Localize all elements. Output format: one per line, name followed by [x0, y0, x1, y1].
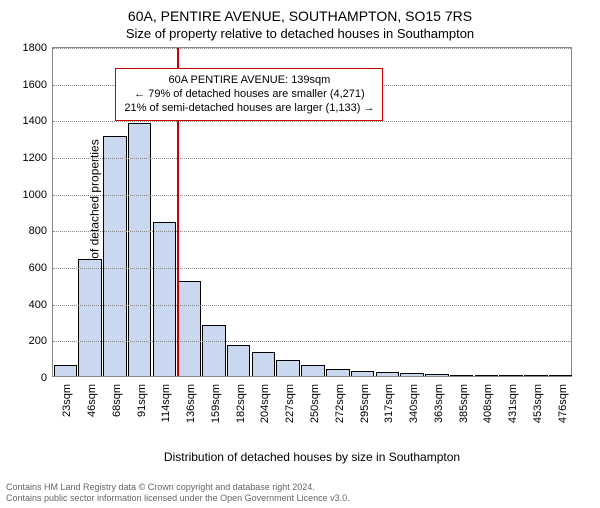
xtick-label: 182sqm: [235, 384, 247, 423]
xtick-label: 476sqm: [557, 384, 569, 423]
gridline: [53, 195, 571, 196]
histogram-bar: [524, 375, 548, 376]
xtick-label: 340sqm: [408, 384, 420, 423]
xtick-label: 363sqm: [433, 384, 445, 423]
histogram-bar: [475, 375, 499, 376]
xtick-label: 408sqm: [482, 384, 494, 423]
histogram-bar: [400, 373, 424, 376]
ytick-label: 800: [29, 225, 47, 237]
xtick-label: 68sqm: [111, 384, 123, 417]
annotation-line: ← 79% of detached houses are smaller (4,…: [124, 87, 374, 101]
histogram-bar: [450, 375, 474, 376]
histogram-bar: [227, 345, 251, 376]
gridline: [53, 231, 571, 232]
xtick-label: 114sqm: [160, 384, 172, 422]
histogram-bar: [499, 375, 523, 376]
xtick-label: 227sqm: [284, 384, 296, 423]
histogram-bar: [153, 222, 177, 376]
annotation-line: 21% of semi-detached houses are larger (…: [124, 101, 374, 115]
annotation-line: 60A PENTIRE AVENUE: 139sqm: [124, 73, 374, 87]
histogram-bar: [301, 365, 325, 376]
histogram-bar: [128, 123, 152, 376]
xtick-label: 136sqm: [185, 384, 197, 423]
histogram-bar: [103, 136, 127, 376]
footer-line2: Contains public sector information licen…: [6, 493, 350, 504]
histogram-bar: [177, 281, 201, 376]
ytick-label: 1600: [23, 79, 47, 91]
gridline: [53, 158, 571, 159]
xtick-label: 91sqm: [136, 384, 148, 417]
chart-subtitle: Size of property relative to detached ho…: [0, 26, 600, 41]
histogram-bar: [252, 352, 276, 376]
xtick-label: 204sqm: [259, 384, 271, 423]
xtick-label: 431sqm: [507, 384, 519, 423]
xtick-label: 453sqm: [532, 384, 544, 423]
ytick-label: 1000: [23, 189, 47, 201]
ytick-label: 400: [29, 299, 47, 311]
xtick-label: 23sqm: [61, 384, 73, 417]
histogram-bar: [351, 371, 375, 377]
xtick-label: 250sqm: [309, 384, 321, 423]
gridline: [53, 305, 571, 306]
gridline: [53, 48, 571, 49]
ytick-label: 200: [29, 335, 47, 347]
xtick-label: 46sqm: [86, 384, 98, 417]
x-axis-label: Distribution of detached houses by size …: [52, 450, 572, 464]
xtick-label: 295sqm: [359, 384, 371, 423]
xtick-label: 385sqm: [458, 384, 470, 423]
histogram-bar: [376, 372, 400, 376]
histogram-bar: [78, 259, 102, 376]
histogram-bar: [425, 374, 449, 376]
histogram-bar: [276, 360, 300, 377]
ytick-label: 0: [41, 372, 47, 384]
xtick-label: 272sqm: [334, 384, 346, 423]
ytick-label: 1800: [23, 42, 47, 54]
histogram-bar: [326, 369, 350, 376]
gridline: [53, 341, 571, 342]
xtick-label: 159sqm: [210, 384, 222, 423]
histogram-bar: [54, 365, 78, 376]
annotation-box: 60A PENTIRE AVENUE: 139sqm← 79% of detac…: [115, 68, 383, 121]
histogram-bar: [202, 325, 226, 376]
chart-container: 60A, PENTIRE AVENUE, SOUTHAMPTON, SO15 7…: [0, 8, 600, 508]
chart-title: 60A, PENTIRE AVENUE, SOUTHAMPTON, SO15 7…: [0, 8, 600, 24]
ytick-label: 600: [29, 262, 47, 274]
gridline: [53, 268, 571, 269]
xtick-label: 317sqm: [383, 384, 395, 423]
gridline: [53, 121, 571, 122]
ytick-label: 1400: [23, 115, 47, 127]
chart-wrap: Number of detached properties 0200400600…: [52, 47, 580, 397]
ytick-label: 1200: [23, 152, 47, 164]
plot-area: 02004006008001000120014001600180023sqm46…: [52, 47, 572, 377]
histogram-bar: [549, 375, 573, 376]
footer-line1: Contains HM Land Registry data © Crown c…: [6, 482, 350, 493]
attribution-footer: Contains HM Land Registry data © Crown c…: [6, 482, 350, 504]
